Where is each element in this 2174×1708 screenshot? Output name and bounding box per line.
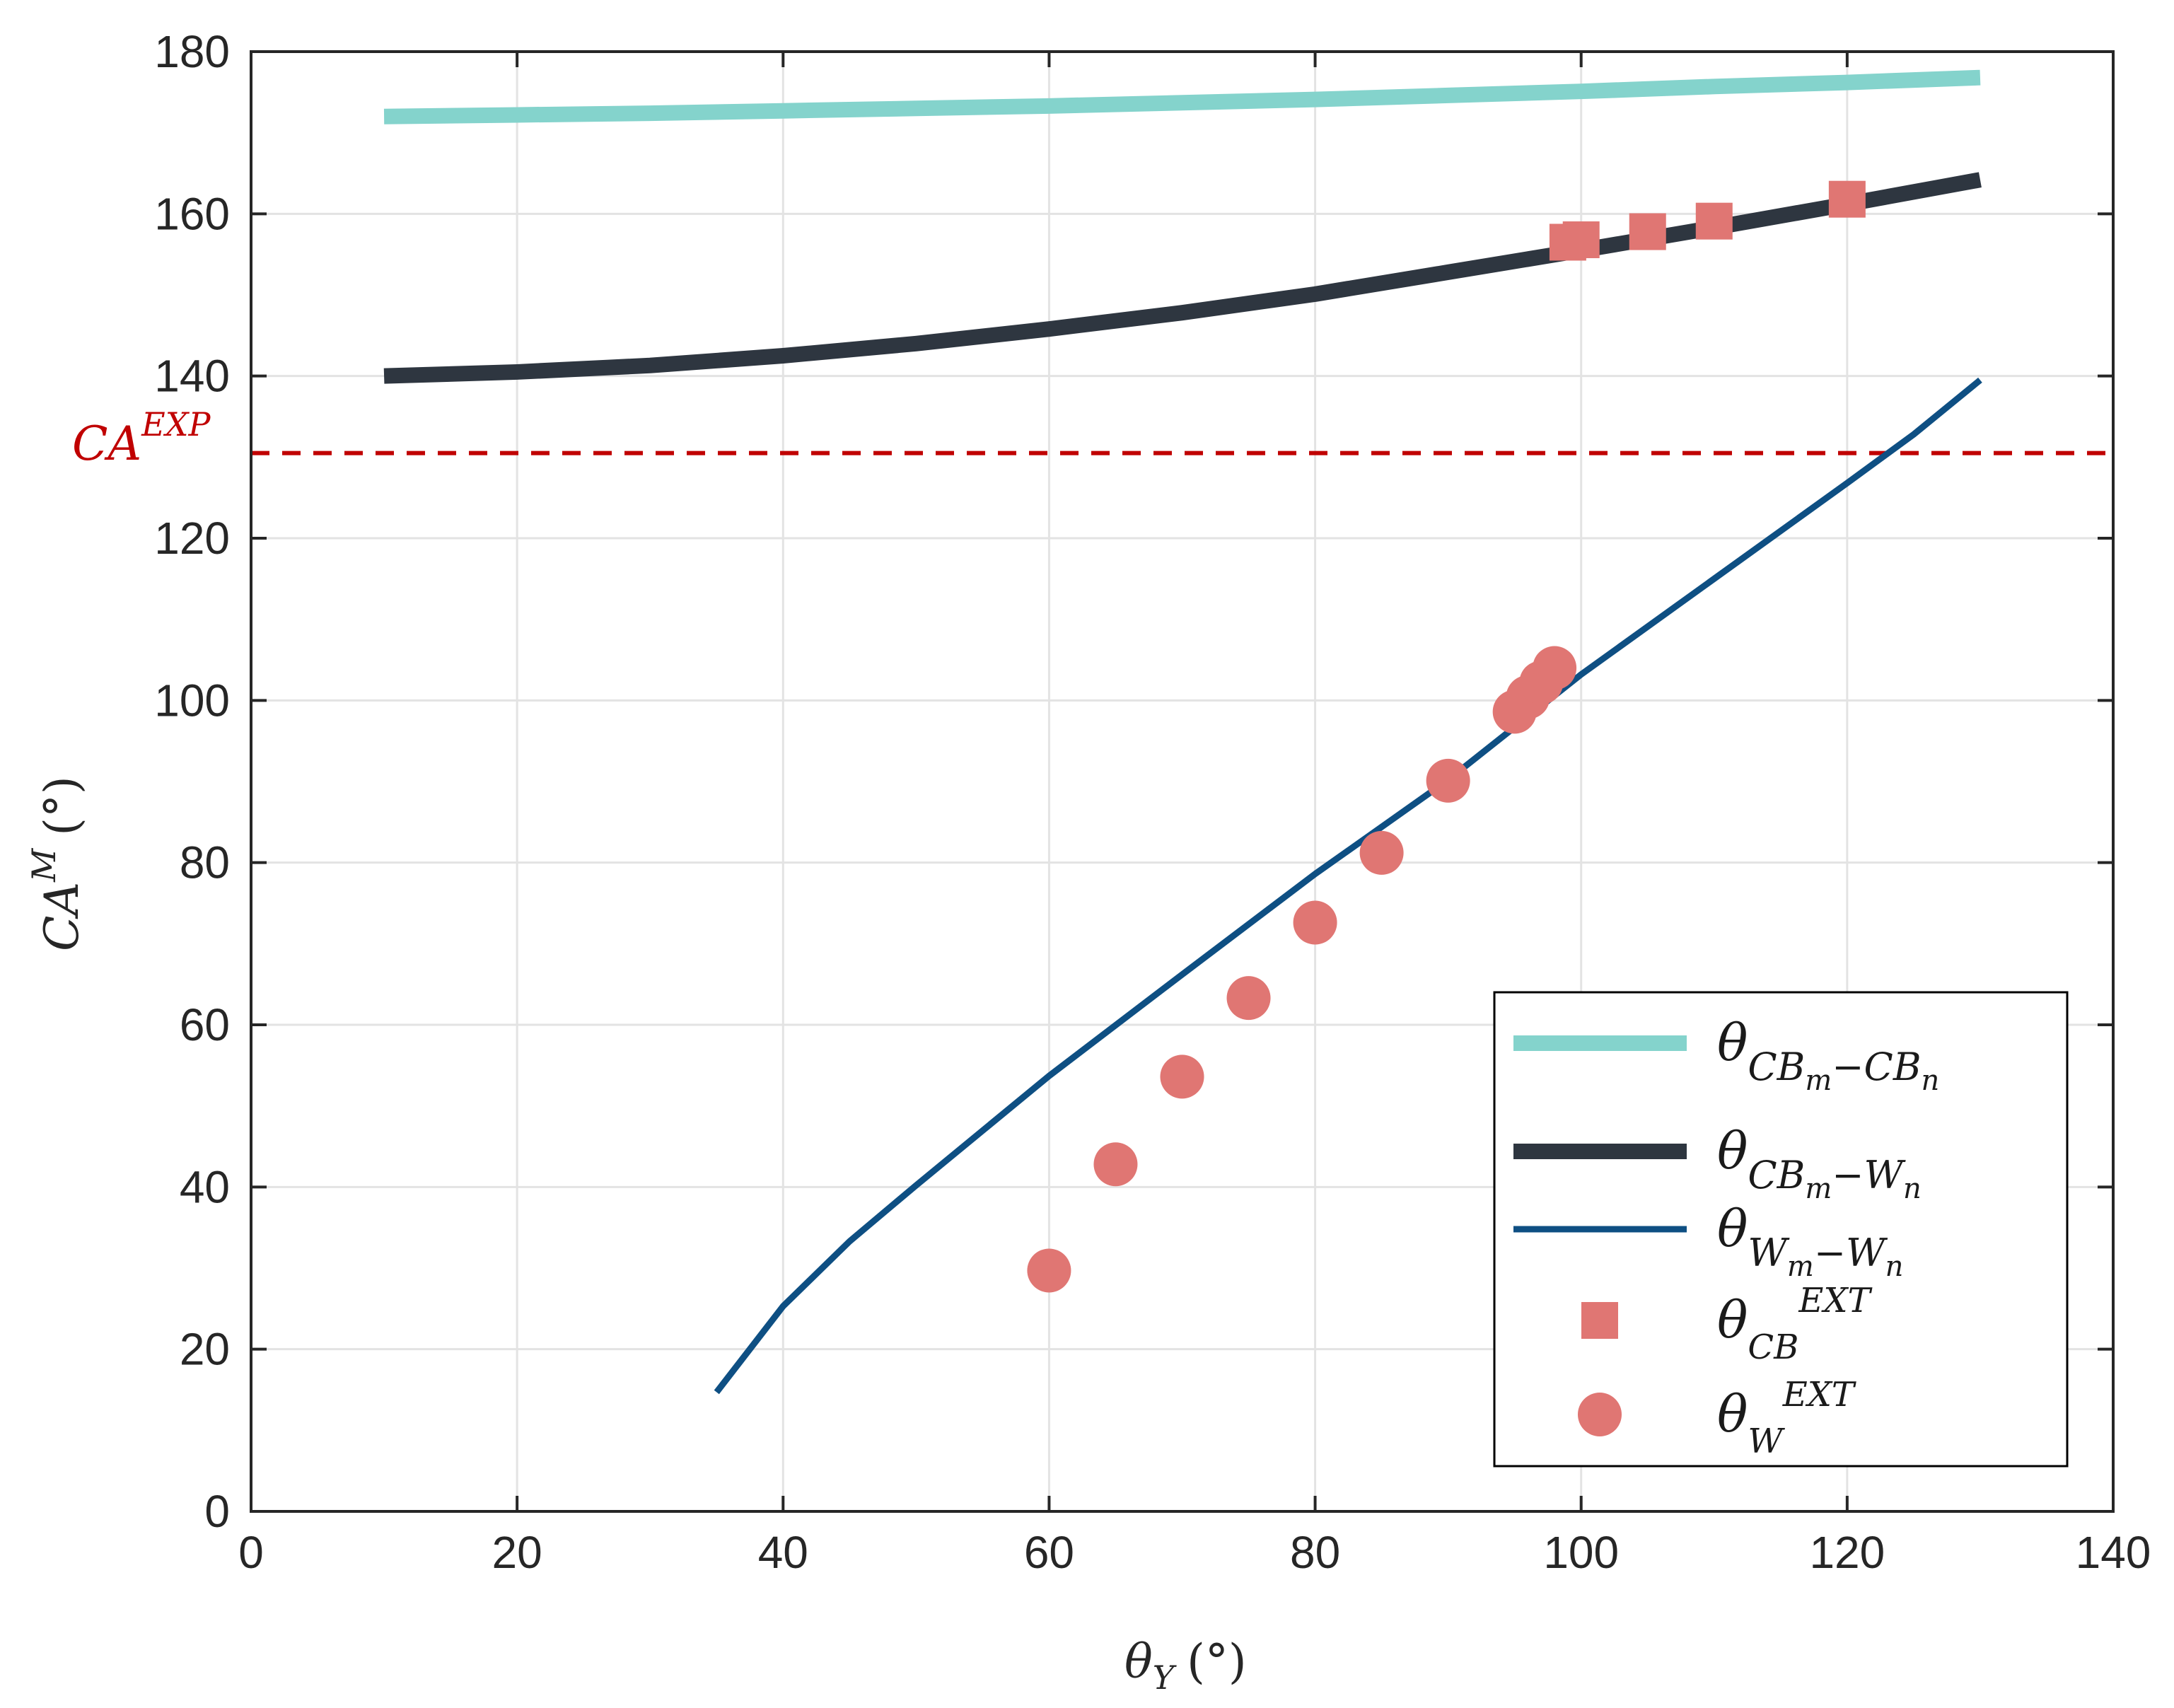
plot-frame (250, 50, 2115, 1513)
data-point-circle (1027, 1248, 1071, 1293)
y-tick-label: 60 (180, 999, 230, 1050)
series-w-ext (1027, 646, 1577, 1293)
y-tick-label: 80 (180, 837, 230, 888)
legend-item: θCBm−CBn (1513, 1013, 1939, 1097)
y-tick-label: 100 (154, 675, 230, 726)
legend-item: θCBEXT (1581, 1281, 1873, 1367)
data-point-circle (1226, 976, 1271, 1021)
legend-label: θCBEXT (1717, 1281, 1873, 1367)
series-wm-wn (714, 377, 1982, 1395)
legend-label: θWEXT (1717, 1375, 1856, 1461)
x-axis-label: θY (°) (1124, 1634, 1247, 1697)
y-tick-label: 140 (154, 351, 230, 402)
y-tick-label: 0 (204, 1486, 230, 1537)
series-line (383, 172, 1982, 384)
tick-labels: 0 20 40 60 80 100 120 140 0 20 40 60 80 100 120 140 160 1… (154, 26, 2151, 1578)
data-point-square (1562, 221, 1600, 259)
y-axis-label-unit: (°) (35, 776, 89, 836)
y-tick-label: 120 (154, 513, 230, 564)
x-tick-label: 120 (1809, 1527, 1885, 1578)
data-point-circle (1093, 1142, 1138, 1187)
y-axis-label-sup: M (25, 847, 63, 883)
x-tick-label: 100 (1543, 1527, 1619, 1578)
legend-label: θCBm−CBn (1717, 1013, 1939, 1097)
data-point-circle (1293, 900, 1337, 945)
data-point-circle (1359, 830, 1404, 875)
x-tick-label: 40 (758, 1527, 808, 1578)
data-point-circle (1533, 646, 1577, 690)
data-point-circle (1160, 1055, 1204, 1099)
legend-swatch-circle (1578, 1393, 1622, 1436)
y-tick-label: 160 (154, 188, 230, 239)
x-axis-label-unit: (°) (1187, 1634, 1247, 1689)
legend-label: θCBm−Wn (1717, 1121, 1922, 1205)
x-tick-label: 80 (1290, 1527, 1340, 1578)
series-cb-ext (1549, 180, 1866, 261)
data-point-square (1695, 202, 1733, 240)
y-tick-label: 40 (180, 1161, 230, 1212)
x-tick-label: 60 (1024, 1527, 1074, 1578)
y-axis-label-symbol: CA (35, 882, 89, 951)
series-cbm-wn (383, 172, 1982, 384)
x-axis-label-symbol: θ (1124, 1634, 1153, 1689)
data-point-square (1629, 213, 1666, 250)
x-tick-label: 20 (492, 1527, 542, 1578)
legend-item: θWEXT (1578, 1375, 1856, 1461)
data-point-square (1828, 180, 1866, 218)
legend-swatch-square (1581, 1302, 1618, 1339)
series-layer (383, 69, 1982, 1395)
legend-item: θCBm−Wn (1513, 1121, 1922, 1205)
data-point-circle (1426, 758, 1470, 803)
series-cbm-cbn (383, 69, 1981, 124)
y-tick-label: 20 (180, 1324, 230, 1375)
x-tick-label: 140 (2076, 1527, 2151, 1578)
reference-line-label-base: CA (72, 417, 141, 471)
y-axis-label: CAM (°) (25, 776, 89, 951)
reference-line-label-sup: EXP (141, 405, 211, 443)
series-line (714, 377, 1982, 1395)
y-tick-label: 180 (154, 26, 230, 77)
series-line (383, 69, 1981, 124)
x-axis-label-sub: Y (1153, 1658, 1178, 1697)
legend-label: θWm−Wn (1717, 1199, 1903, 1283)
x-tick-label: 0 (238, 1527, 264, 1578)
legend-item: θWm−Wn (1513, 1199, 1903, 1283)
reference-line-label: CAEXP (72, 405, 211, 471)
